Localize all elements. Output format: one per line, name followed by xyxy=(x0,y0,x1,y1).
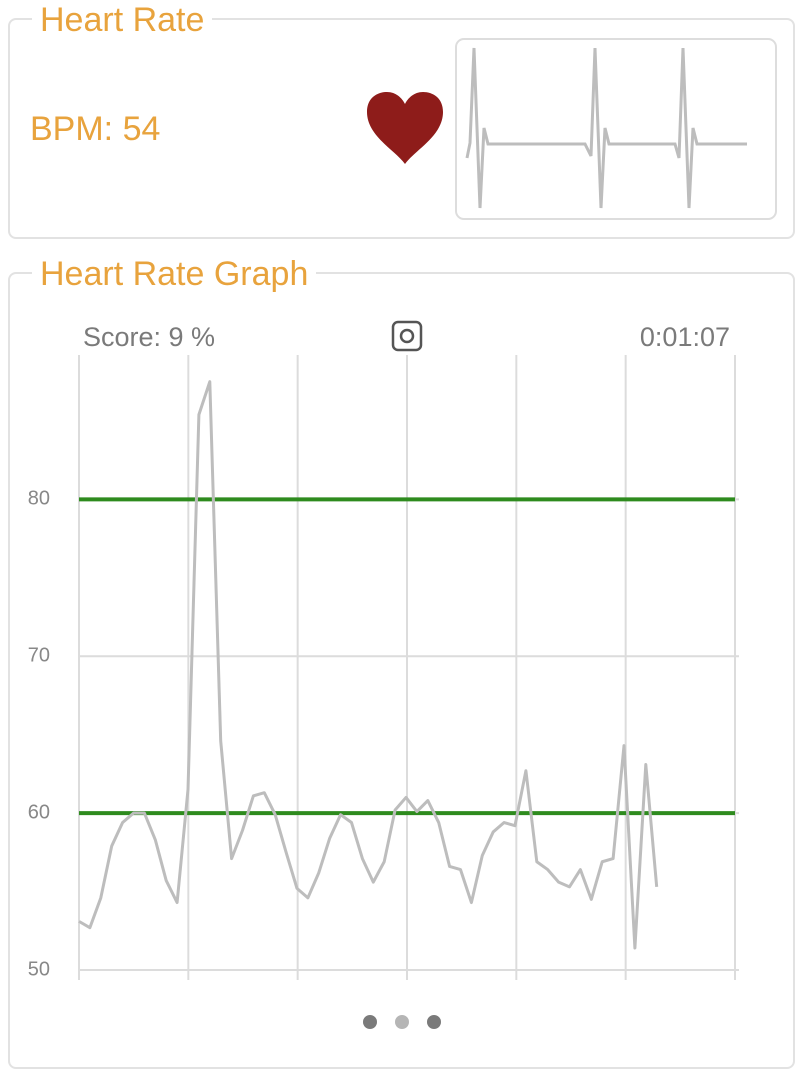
page-dot[interactable] xyxy=(363,1015,377,1029)
elapsed-time: 0:01:07 xyxy=(640,322,730,352)
bpm: BPM: 54 xyxy=(30,110,161,148)
y-tick-label: 70 xyxy=(28,645,50,667)
page-dot[interactable] xyxy=(395,1015,409,1029)
y-tick-label: 80 xyxy=(28,488,50,510)
ecg-box xyxy=(455,38,777,220)
heart-rate-card: Heart Rate BPM: 54 xyxy=(8,0,795,239)
card-title: Heart Rate Graph xyxy=(32,254,317,294)
page-dot[interactable] xyxy=(427,1015,441,1029)
y-tick-label: 60 xyxy=(28,801,50,823)
heart-icon xyxy=(367,92,443,164)
graph-card: Heart Rate Graph xyxy=(8,254,795,1069)
heart-rate-line xyxy=(78,380,659,950)
camera-button[interactable] xyxy=(391,320,423,352)
card-title: Heart Rate xyxy=(32,0,213,40)
score: Score: 9 % xyxy=(83,322,215,352)
y-tick-label: 50 xyxy=(28,958,50,980)
